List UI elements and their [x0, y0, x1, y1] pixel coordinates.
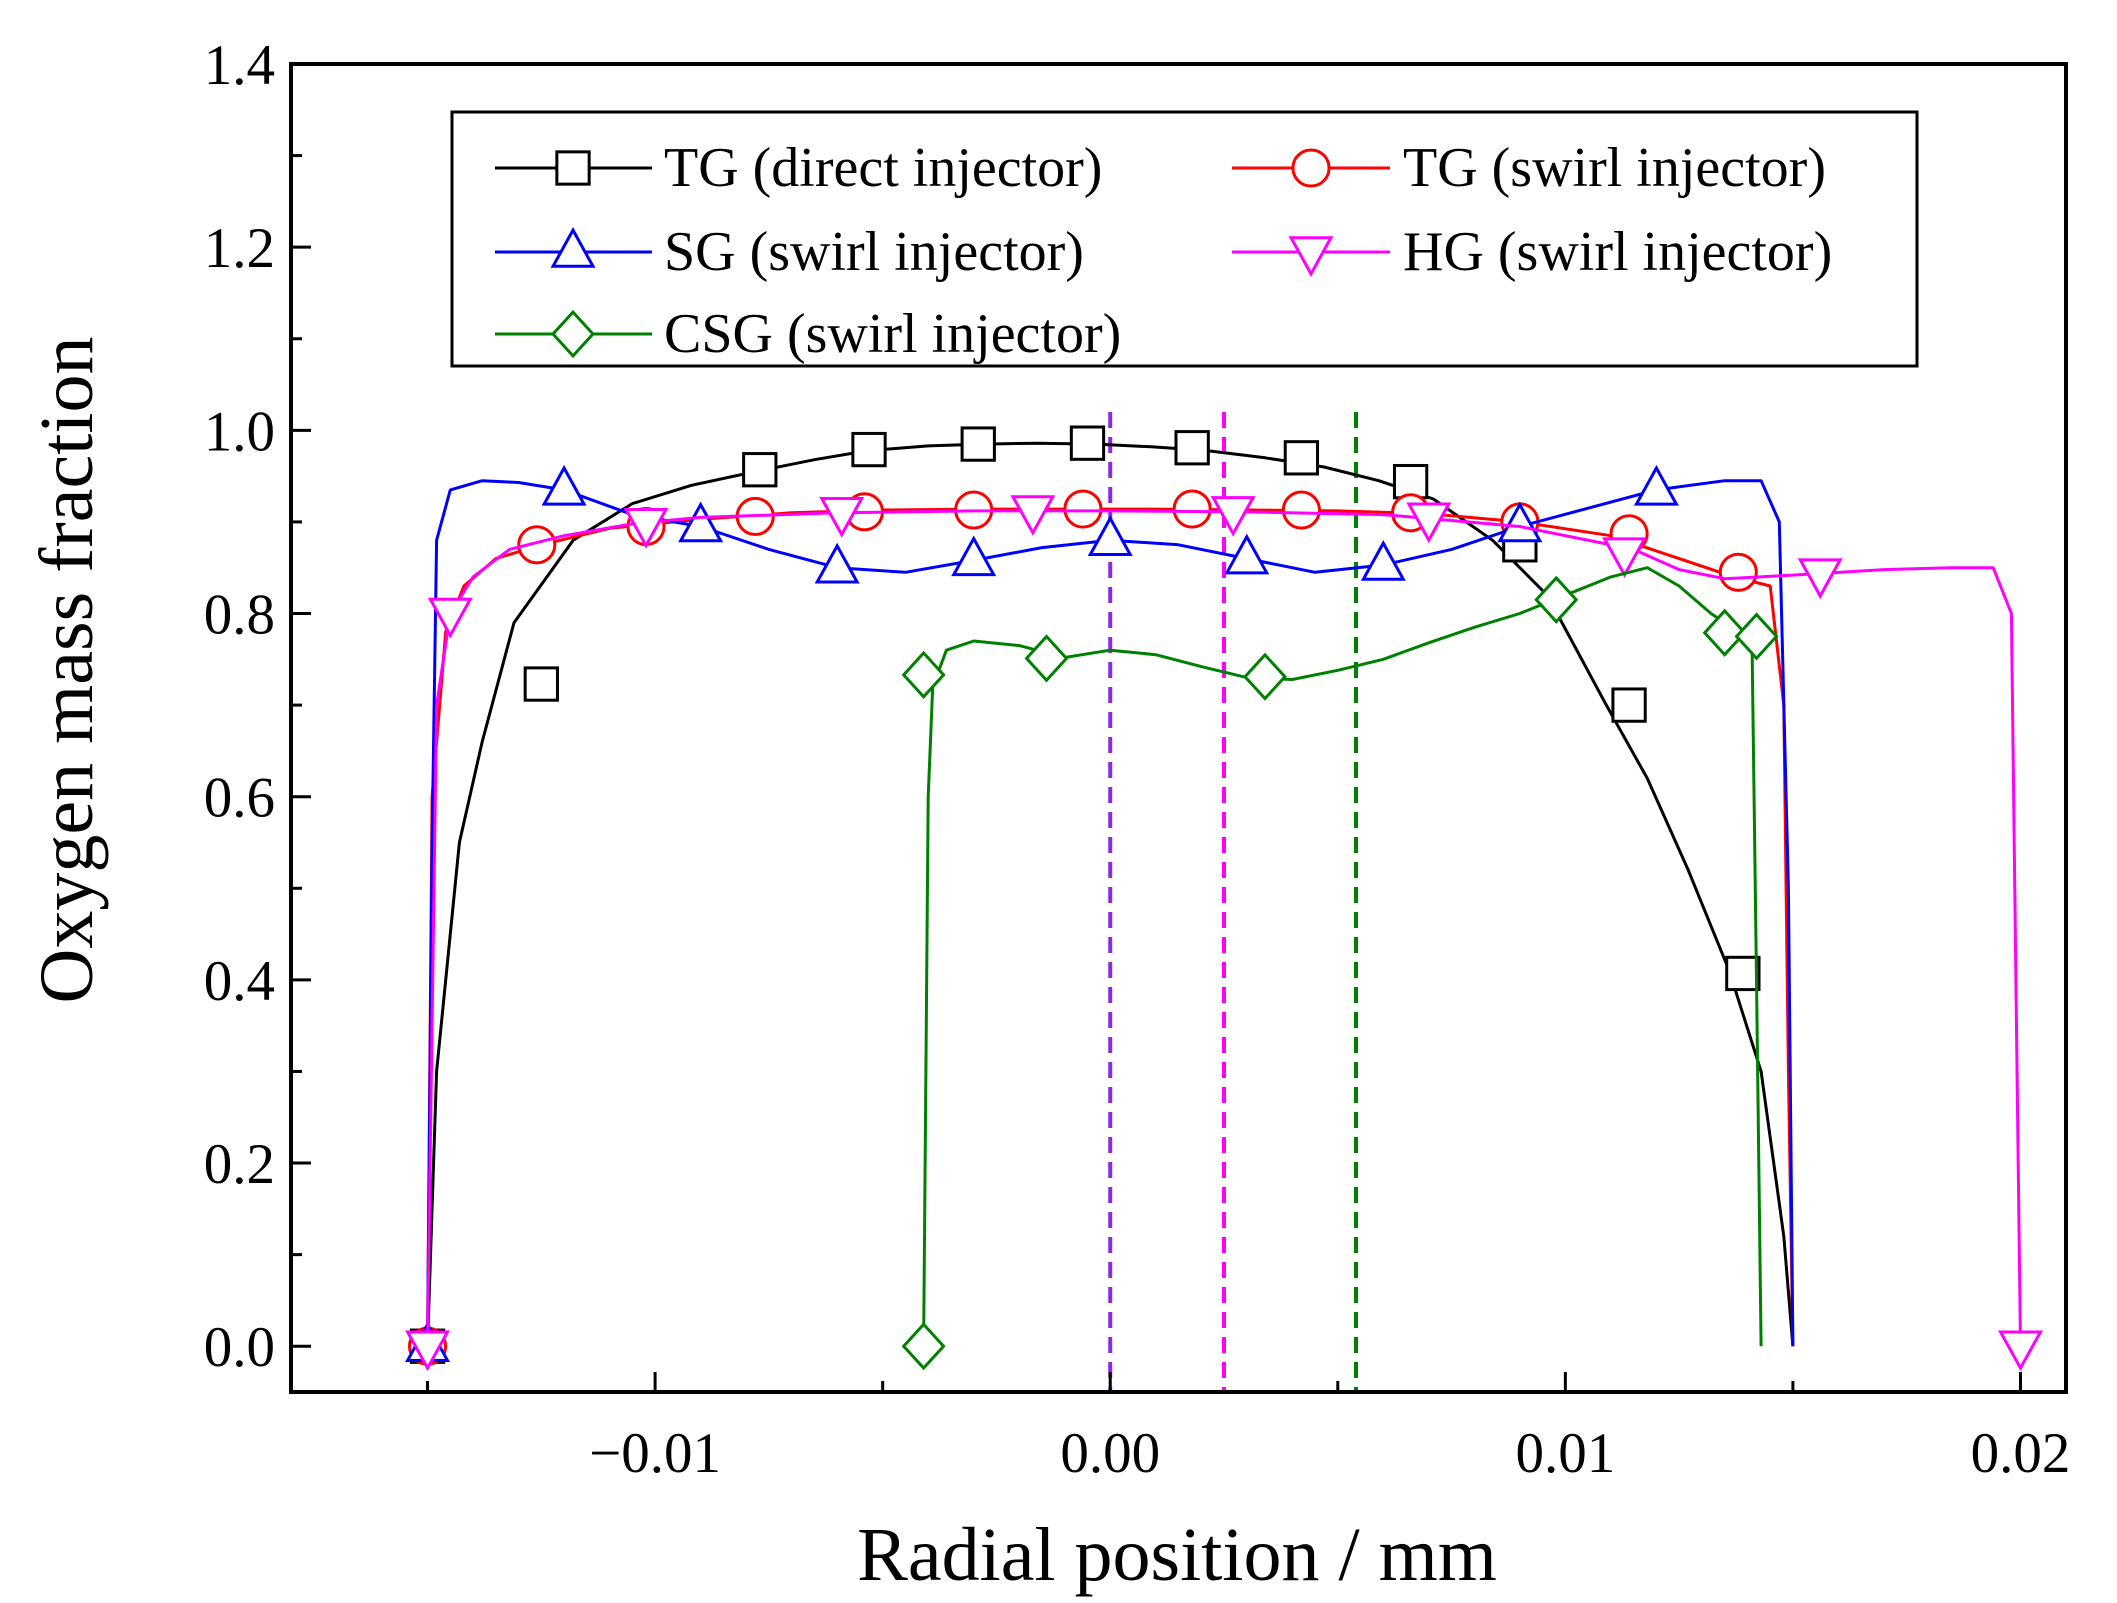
legend-marker-sg-swirl — [550, 227, 596, 268]
legend-marker-tg-direct — [555, 150, 591, 186]
y-tick-label: 0.2 — [204, 1133, 275, 1196]
data-point — [960, 426, 996, 462]
data-point — [1392, 463, 1429, 500]
series-line — [922, 566, 1763, 1347]
data-point — [1281, 490, 1321, 530]
data-point — [851, 431, 887, 468]
data-point — [1611, 687, 1647, 723]
legend-marker-csg-swirl — [551, 309, 595, 359]
data-point — [901, 1322, 946, 1371]
legend-label-tg-swirl: TG (swirl injector) — [1403, 137, 1826, 199]
data-point — [523, 666, 559, 702]
data-point — [1702, 608, 1747, 657]
data-point — [1718, 552, 1758, 592]
legend-marker — [1291, 148, 1331, 188]
series-line — [426, 509, 2022, 1347]
data-point — [427, 597, 473, 639]
data-point — [951, 535, 997, 577]
x-axis: −0.01 0.00 0.01 0.02 — [426, 1372, 2071, 1485]
series-triangle-down — [405, 495, 2043, 1372]
x-tick-label: 0.00 — [1060, 1422, 1160, 1485]
data-point — [1406, 502, 1452, 544]
data-point — [1633, 464, 1679, 506]
y-tick-label: 0.6 — [204, 767, 275, 830]
data-point — [1242, 652, 1287, 701]
y-tick-label: 0.0 — [204, 1316, 275, 1379]
x-tick-label: 0.02 — [1971, 1422, 2071, 1485]
legend-label-tg-direct: TG (direct injector) — [664, 137, 1102, 199]
data-point — [1224, 533, 1270, 575]
data-point — [1602, 537, 1648, 579]
data-point — [1210, 496, 1256, 537]
y-axis-title: Oxygen mass fraction — [25, 337, 109, 1004]
series-line — [426, 479, 1795, 1347]
y-axis: 0.0 0.2 0.4 0.6 0.8 1.0 1.2 1.4 — [204, 34, 311, 1379]
plot-area — [405, 412, 2043, 1392]
data-point — [1797, 558, 1843, 600]
data-point — [1283, 440, 1320, 476]
y-tick-label: 1.2 — [204, 217, 275, 280]
data-point — [819, 497, 865, 538]
series-line — [426, 441, 1795, 1347]
legend-label-sg-swirl: SG (swirl injector) — [664, 221, 1084, 283]
data-point — [1725, 955, 1761, 992]
y-tick-label: 1.0 — [204, 400, 275, 463]
data-point — [1063, 489, 1103, 529]
data-point — [405, 1330, 451, 1372]
data-point — [1497, 501, 1543, 543]
y-tick-label: 0.8 — [204, 584, 275, 647]
data-point — [1360, 540, 1406, 581]
data-point — [623, 508, 669, 549]
legend-marker — [551, 309, 595, 359]
series-square — [409, 425, 1795, 1364]
series-diamond — [901, 566, 1779, 1371]
legend-marker — [1288, 236, 1334, 277]
data-point — [1024, 634, 1069, 683]
data-point — [1534, 575, 1579, 624]
legend-marker — [550, 227, 596, 268]
legend-marker — [555, 150, 591, 186]
x-tick-label: 0.01 — [1515, 1422, 1615, 1485]
legend-label-csg-swirl: CSG (swirl injector) — [664, 303, 1121, 365]
legend-marker-tg-swirl — [1291, 148, 1331, 188]
data-point — [678, 501, 724, 543]
data-point — [901, 650, 946, 699]
data-point — [1172, 489, 1212, 529]
y-tick-label: 1.4 — [204, 34, 275, 97]
y-tick-label: 0.4 — [204, 950, 275, 1013]
data-point — [1174, 430, 1210, 466]
data-point — [1069, 425, 1106, 461]
data-point — [742, 452, 778, 488]
series-circle — [407, 489, 1795, 1366]
legend: TG (direct injector) TG (swirl injector)… — [450, 110, 1919, 368]
legend-marker-hg-swirl — [1288, 236, 1334, 277]
data-point — [1734, 612, 1779, 661]
legend-box — [450, 110, 1919, 368]
data-point — [1997, 1330, 2043, 1372]
data-point — [1087, 515, 1133, 556]
data-point — [1010, 495, 1056, 536]
x-axis-title: Radial position / mm — [857, 1513, 1497, 1597]
data-point — [541, 464, 587, 506]
data-point — [517, 525, 557, 565]
x-tick-label: −0.01 — [589, 1422, 721, 1485]
data-point — [814, 542, 860, 584]
series-triangle-up — [405, 464, 1795, 1362]
plot-frame — [289, 62, 2068, 1394]
legend-label-hg-swirl: HG (swirl injector) — [1403, 221, 1832, 283]
